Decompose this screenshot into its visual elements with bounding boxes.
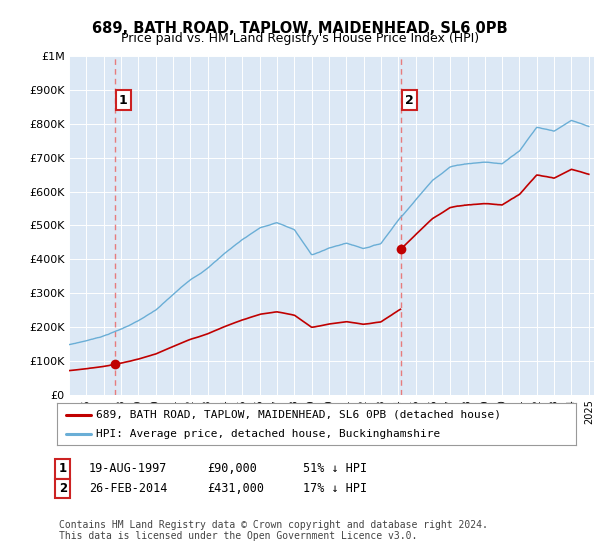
Text: 51% ↓ HPI: 51% ↓ HPI: [303, 462, 367, 475]
Text: £431,000: £431,000: [207, 482, 264, 495]
Text: HPI: Average price, detached house, Buckinghamshire: HPI: Average price, detached house, Buck…: [96, 429, 440, 439]
Text: 1: 1: [119, 94, 128, 106]
Text: 1: 1: [59, 462, 67, 475]
Text: £90,000: £90,000: [207, 462, 257, 475]
Text: Contains HM Land Registry data © Crown copyright and database right 2024.
This d: Contains HM Land Registry data © Crown c…: [59, 520, 488, 542]
Text: 19-AUG-1997: 19-AUG-1997: [89, 462, 167, 475]
Text: 26-FEB-2014: 26-FEB-2014: [89, 482, 167, 495]
Text: 17% ↓ HPI: 17% ↓ HPI: [303, 482, 367, 495]
Text: Price paid vs. HM Land Registry's House Price Index (HPI): Price paid vs. HM Land Registry's House …: [121, 32, 479, 45]
Text: 2: 2: [405, 94, 414, 106]
Text: 689, BATH ROAD, TAPLOW, MAIDENHEAD, SL6 0PB: 689, BATH ROAD, TAPLOW, MAIDENHEAD, SL6 …: [92, 21, 508, 36]
Text: 2: 2: [59, 482, 67, 495]
Text: 689, BATH ROAD, TAPLOW, MAIDENHEAD, SL6 0PB (detached house): 689, BATH ROAD, TAPLOW, MAIDENHEAD, SL6 …: [96, 409, 501, 419]
